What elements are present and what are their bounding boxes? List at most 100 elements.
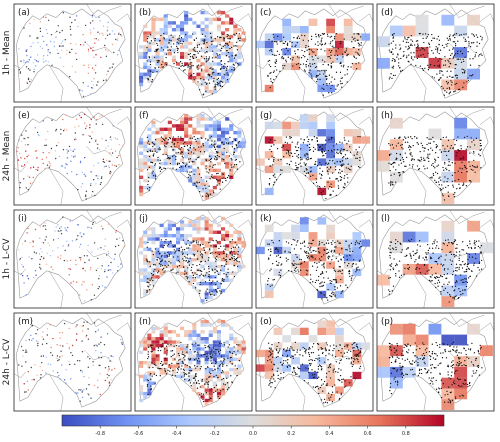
station-point xyxy=(50,147,53,150)
station-point xyxy=(292,65,294,67)
station-point xyxy=(339,270,342,272)
station-point xyxy=(330,183,332,185)
station-point xyxy=(194,272,196,274)
station-point xyxy=(235,158,238,161)
station-point xyxy=(95,331,97,333)
station-point xyxy=(286,163,288,165)
station-point xyxy=(154,174,157,176)
station-point xyxy=(388,277,390,279)
station-point xyxy=(323,263,325,265)
grid-cell xyxy=(163,134,168,138)
station-point xyxy=(81,351,84,353)
station-point xyxy=(149,279,151,282)
station-point xyxy=(115,165,118,167)
grid-cell xyxy=(151,278,156,282)
country-border xyxy=(86,146,113,157)
station-point xyxy=(20,140,23,143)
station-point xyxy=(462,292,464,295)
station-point xyxy=(454,45,457,47)
grid-cell xyxy=(184,17,189,22)
station-point xyxy=(21,134,23,136)
grid-cell xyxy=(208,41,213,46)
station-point xyxy=(218,397,221,400)
station-point xyxy=(74,138,76,141)
station-point xyxy=(45,356,48,358)
grid-cell xyxy=(184,14,189,18)
station-point xyxy=(411,137,413,140)
grid-cell xyxy=(147,137,152,142)
station-point xyxy=(46,328,49,330)
region-border xyxy=(15,111,126,202)
grid-cell xyxy=(167,52,172,56)
station-point xyxy=(148,286,150,288)
grid-cell xyxy=(188,240,193,245)
station-point xyxy=(67,226,69,229)
station-point xyxy=(59,57,62,59)
station-point xyxy=(348,244,350,246)
station-point xyxy=(295,146,297,148)
grid-cell xyxy=(163,45,168,49)
station-point xyxy=(205,165,207,167)
station-point xyxy=(281,263,283,265)
station-point xyxy=(162,137,164,140)
station-point xyxy=(156,71,158,73)
grid-cell xyxy=(192,223,197,228)
station-point xyxy=(210,158,213,160)
station-point xyxy=(390,265,392,268)
station-point xyxy=(427,33,429,36)
station-point xyxy=(341,269,344,271)
station-point xyxy=(96,267,99,270)
grid-cell xyxy=(225,230,230,234)
station-point xyxy=(419,65,422,67)
station-point xyxy=(27,144,29,146)
station-point xyxy=(184,165,187,168)
grid-cell xyxy=(212,175,217,179)
grid-cell xyxy=(167,127,172,131)
station-point xyxy=(480,252,482,255)
station-point xyxy=(341,291,343,293)
grid-cell xyxy=(143,378,148,382)
grid-cell xyxy=(225,340,230,344)
station-point xyxy=(270,80,272,83)
station-point xyxy=(160,34,162,37)
region-border xyxy=(136,8,247,99)
station-point xyxy=(167,251,169,254)
station-point xyxy=(234,34,236,36)
station-point xyxy=(93,56,95,58)
station-point xyxy=(165,62,167,64)
station-point xyxy=(207,275,210,278)
grid-cell xyxy=(196,72,201,76)
station-point xyxy=(451,286,454,288)
station-point xyxy=(234,159,237,161)
station-point xyxy=(181,62,183,65)
station-point xyxy=(464,56,466,58)
station-point xyxy=(337,270,339,273)
grid-cell xyxy=(200,72,205,76)
station-point xyxy=(441,265,444,267)
grid-cell xyxy=(317,70,327,78)
station-point xyxy=(295,266,298,269)
station-point xyxy=(341,163,343,166)
station-point xyxy=(438,52,440,55)
station-point xyxy=(333,251,335,253)
station-point xyxy=(28,339,30,341)
station-point xyxy=(429,256,432,258)
grid-cell xyxy=(208,237,213,241)
grid-cell xyxy=(171,38,176,42)
station-point xyxy=(330,138,333,140)
country-border xyxy=(86,43,113,54)
grid-cell xyxy=(143,268,148,272)
grid-cell xyxy=(159,244,164,248)
station-point xyxy=(226,72,228,74)
station-point xyxy=(198,146,200,148)
station-point xyxy=(285,47,287,49)
station-point xyxy=(42,355,45,357)
station-point xyxy=(160,263,162,266)
station-point xyxy=(29,35,31,37)
station-point xyxy=(152,285,155,287)
grid-cell xyxy=(180,141,185,145)
station-point xyxy=(231,55,233,57)
grid-cell xyxy=(176,227,181,231)
station-point xyxy=(269,138,272,141)
country-border xyxy=(86,4,122,19)
